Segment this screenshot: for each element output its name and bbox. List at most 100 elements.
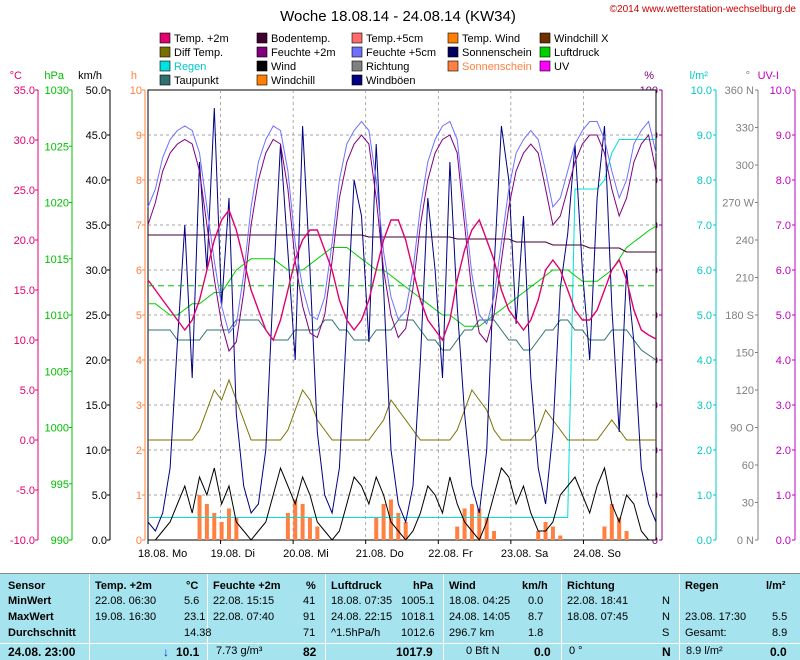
axis-left-tick-1-6: 1000 bbox=[45, 423, 69, 435]
axis-left-tick-1-5: 1005 bbox=[45, 366, 69, 378]
x-label-date-1: 19.08. bbox=[211, 548, 242, 560]
legend-label-bodentemp: Bodentemp. bbox=[271, 33, 330, 45]
legend-swatch-bodentemp bbox=[256, 32, 268, 44]
axis-right-tick-2-2: 300 bbox=[736, 160, 754, 172]
sunshine-bar bbox=[219, 522, 224, 540]
sunshine-bar bbox=[226, 508, 231, 540]
axis-left-unit-3: h bbox=[131, 70, 137, 82]
axis-left-tick-3-0: 10 bbox=[130, 85, 142, 97]
summary-table: Sensor Temp. +2m °C Feuchte +2m % Luftdr… bbox=[0, 573, 800, 660]
legend-label-temp-wind: Temp. Wind bbox=[462, 33, 520, 45]
weather-week-chart: Woche 18.08.14 - 24.08.14 (KW34) ©2014 w… bbox=[10, 4, 797, 560]
axis-right-tick-1-6: 4.0 bbox=[697, 355, 712, 367]
legend-label-richtung: Richtung bbox=[366, 61, 409, 73]
legend-swatch-windchill-x bbox=[539, 32, 551, 44]
summary-cell-r-time: 18.08. 07:45 bbox=[567, 611, 629, 623]
summary-cell-t-val: 5.6 bbox=[184, 595, 200, 607]
legend-label-luftdruck: Luftdruck bbox=[554, 47, 600, 59]
summary-cell-t-val: 14.38 bbox=[184, 627, 212, 639]
axis-right-tick-1-2: 8.0 bbox=[697, 175, 712, 187]
summary-cell-p-time: 24.08. 22:15 bbox=[331, 611, 393, 623]
series-line-wind bbox=[148, 466, 656, 541]
series-line-bodentemp bbox=[148, 234, 656, 253]
axis-right-tick-2-12: 0 N bbox=[737, 535, 754, 547]
header-sensor: Sensor bbox=[8, 580, 46, 592]
legend-label-temp-5cm: Temp.+5cm bbox=[366, 33, 423, 45]
x-label-date-6: 24.08. bbox=[573, 548, 604, 560]
axis-right-tick-1-1: 9.0 bbox=[697, 130, 712, 142]
series-line-regen bbox=[148, 139, 656, 518]
summary-cell-label: Durchschnitt bbox=[8, 627, 76, 639]
axis-right-tick-3-4: 6.0 bbox=[776, 265, 791, 277]
axis-left-tick-3-8: 2 bbox=[136, 445, 142, 457]
summary-row-minwert: MinWert 22.08. 06:30 5.6 22.08. 15:15 41 18.0… bbox=[0, 595, 800, 609]
series-line-taupunkt bbox=[148, 319, 657, 361]
axis-right-tick-3-5: 5.0 bbox=[776, 310, 791, 322]
axis-left-tick-2-2: 40.0 bbox=[86, 175, 107, 187]
summary-cell-p-val: 1005.1 bbox=[401, 595, 435, 607]
sunshine-bar bbox=[462, 508, 467, 540]
x-label-date-2: 20.08. bbox=[283, 548, 314, 560]
summary-cell-p-val: 1018.1 bbox=[401, 611, 435, 623]
sunshine-bar bbox=[234, 517, 239, 540]
axis-left-tick-3-7: 3 bbox=[136, 400, 142, 412]
x-label-day-6: So bbox=[607, 548, 620, 560]
legend-swatch-windchill bbox=[256, 74, 268, 86]
legend-swatch-regen bbox=[159, 60, 171, 72]
axis-left-tick-3-10: 0 bbox=[136, 535, 142, 547]
sunshine-bar bbox=[477, 508, 482, 540]
axis-left-tick-1-0: 1030 bbox=[45, 85, 69, 97]
summary-cell-w-time: 296.7 km bbox=[449, 627, 495, 639]
summary-cell-label: MinWert bbox=[8, 595, 52, 607]
legend-label-diff-temp: Diff Temp. bbox=[174, 47, 223, 59]
legend-swatch-wind bbox=[256, 60, 268, 72]
x-label-date-3: 21.08. bbox=[356, 548, 387, 560]
summary-cell-p-time: ^1.5hPa/h bbox=[331, 627, 381, 639]
header-temp: Temp. +2m bbox=[95, 580, 152, 592]
legend-swatch-richtung bbox=[351, 60, 363, 72]
legend-swatch-uv bbox=[539, 60, 551, 72]
series-line-windb-en bbox=[147, 107, 657, 532]
axis-right-tick-0-10: 0 bbox=[652, 535, 658, 547]
axis-right-tick-3-7: 3.0 bbox=[776, 400, 791, 412]
axis-right-tick-2-11: 30 bbox=[742, 498, 754, 510]
summary-cell-rain-val: 5.5 bbox=[772, 611, 788, 623]
header-humidity: Feuchte +2m bbox=[213, 580, 281, 592]
summary-cell-f-val: 71 bbox=[303, 627, 316, 639]
header-rain: Regen bbox=[685, 580, 719, 592]
legend-label-windb-en: Windböen bbox=[366, 75, 416, 87]
legend-swatch-taupunkt bbox=[159, 74, 171, 86]
axis-left-unit-0: °C bbox=[10, 70, 22, 82]
axis-left-tick-2-5: 25.0 bbox=[86, 310, 107, 322]
sunshine-bar bbox=[388, 499, 393, 540]
x-label-date-0: 18.08. bbox=[138, 548, 169, 560]
current-wind: 0.0 bbox=[534, 645, 551, 659]
axis-left-tick-2-6: 20.0 bbox=[86, 355, 107, 367]
summary-cell-f-val: 91 bbox=[303, 611, 316, 623]
axis-right-tick-1-8: 2.0 bbox=[697, 445, 712, 457]
summary-cell-t-time: 19.08. 16:30 bbox=[95, 611, 157, 623]
axis-left-tick-2-7: 15.0 bbox=[86, 400, 107, 412]
axis-right-tick-1-9: 1.0 bbox=[697, 490, 712, 502]
legend-swatch-feuchte-5cm bbox=[351, 46, 363, 58]
sunshine-bar bbox=[484, 517, 489, 540]
axis-left-tick-2-10: 0.0 bbox=[92, 535, 107, 547]
summary-cell-p-val: 1012.6 bbox=[401, 627, 435, 639]
sunshine-bar bbox=[624, 531, 629, 540]
axis-left-tick-1-3: 1015 bbox=[45, 254, 69, 266]
x-label-day-3: Do bbox=[390, 548, 404, 560]
summary-cell-r-dir: S bbox=[662, 627, 670, 639]
axis-left-unit-2: km/h bbox=[78, 70, 102, 82]
axis-left-tick-1-8: 990 bbox=[51, 535, 69, 547]
header-temp-unit: °C bbox=[186, 580, 199, 592]
axis-right-tick-2-4: 240 bbox=[736, 235, 754, 247]
axis-left-tick-2-3: 35.0 bbox=[86, 220, 107, 232]
summary-cell-t-val: 23.1 bbox=[184, 611, 206, 623]
summary-cell-w-val: 1.8 bbox=[528, 627, 544, 639]
axis-right-tick-1-7: 3.0 bbox=[697, 400, 712, 412]
summary-cell-w-time: 24.08. 14:05 bbox=[449, 611, 511, 623]
axis-right-unit-1: l/m² bbox=[690, 70, 709, 82]
summary-cell-p-time: 18.08. 07:35 bbox=[331, 595, 393, 607]
header-humidity-unit: % bbox=[306, 580, 316, 592]
copyright-text: ©2014 www.wetterstation-wechselburg.de bbox=[610, 4, 797, 15]
